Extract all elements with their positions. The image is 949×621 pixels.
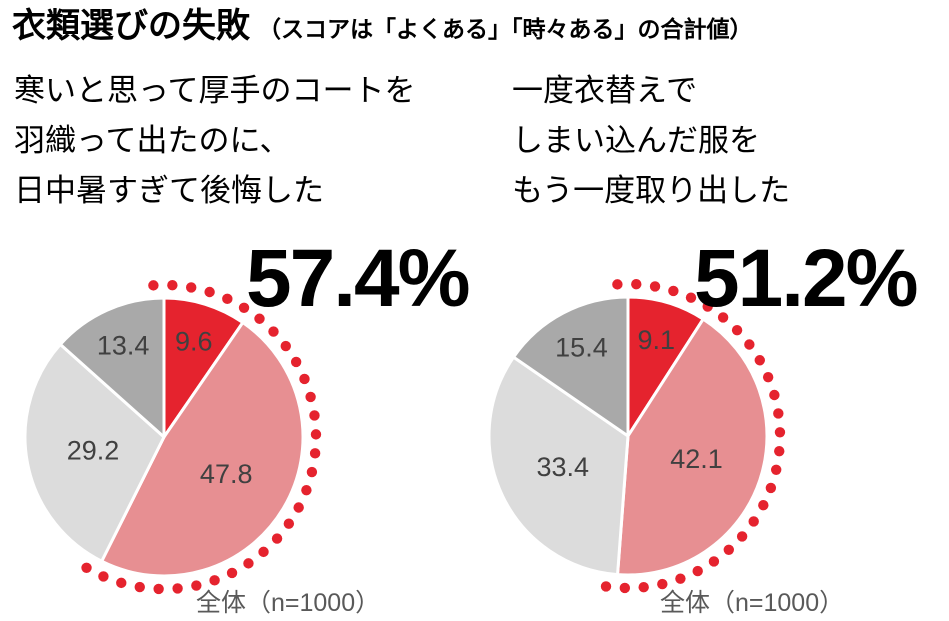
highlight-dot: [309, 448, 321, 459]
highlight-dot: [271, 533, 283, 544]
highlight-dot: [209, 575, 220, 586]
highlight-dot: [290, 356, 302, 368]
highlight-dot: [81, 562, 92, 573]
score-value-left: 57.4%: [246, 233, 471, 324]
pie-slice-value: 9.1: [637, 325, 675, 355]
highlight-dot: [744, 339, 755, 350]
question-left: 寒いと思って厚手のコートを 羽織って出たのに、 日中暑すぎて後悔した: [14, 66, 415, 216]
highlight-dot: [222, 293, 233, 305]
highlight-dot: [685, 292, 697, 303]
highlight-dot: [619, 582, 631, 594]
page-title: 衣類選びの失敗: [12, 7, 250, 45]
highlight-dot: [649, 281, 661, 292]
page-title-note: （スコアは「よくある」「時々ある」の合計値）: [258, 15, 753, 42]
highlight-dot: [754, 355, 765, 366]
highlight-dot: [731, 324, 743, 336]
highlight-dot: [148, 280, 159, 291]
question-left-line-2: 羽織って出たのに、: [14, 123, 291, 158]
highlight-dot: [770, 464, 782, 475]
pie-chart-right: 9.1 42.1 33.4 15.4: [458, 266, 798, 606]
highlight-dot: [600, 581, 612, 592]
highlight-dot: [268, 326, 279, 337]
highlight-dot: [243, 558, 254, 569]
highlight-dot: [301, 484, 312, 496]
highlight-dot: [98, 571, 109, 582]
highlight-dot: [258, 546, 269, 558]
highlight-dot: [717, 312, 729, 323]
pie-slice: [626, 295, 705, 438]
highlight-dot: [116, 577, 127, 589]
highlight-dot: [310, 429, 322, 440]
highlight-dot: [762, 371, 774, 383]
pie-slice: [512, 295, 630, 438]
pie-slice: [23, 342, 166, 563]
highlight-dot: [765, 482, 777, 494]
highlight-dot: [736, 531, 748, 542]
pie-slice-value: 13.4: [97, 331, 150, 361]
question-right-line-1: 一度衣替えで: [512, 73, 698, 108]
highlight-dot: [280, 340, 291, 352]
pie-slice-value: 29.2: [67, 436, 120, 466]
highlight-dot: [191, 580, 202, 591]
question-right-line-3: もう一度取り出した: [512, 173, 791, 208]
highlight-dot: [309, 410, 320, 421]
highlight-dot: [167, 280, 178, 291]
highlight-dot: [631, 279, 642, 290]
highlight-dot: [172, 583, 183, 594]
highlight-dot: [238, 302, 250, 313]
question-left-line-1: 寒いと思って厚手のコートを: [14, 73, 416, 108]
question-right-line-2: しまい込んだ服を: [512, 123, 760, 158]
pie-slice-value: 15.4: [555, 332, 608, 362]
highlight-dot: [283, 518, 295, 529]
pie-slice-value: 9.6: [175, 326, 213, 356]
highlight-dot: [769, 389, 780, 401]
highlight-dot: [708, 556, 720, 567]
highlight-dot: [773, 408, 784, 419]
pie-chart-left: 9.6 47.8 29.2 13.4: [0, 267, 334, 607]
highlight-dot: [758, 500, 769, 511]
highlight-dot: [657, 578, 668, 590]
highlight-dot: [293, 502, 304, 513]
pie-slice: [100, 321, 305, 578]
highlight-dot: [204, 286, 215, 298]
highlight-dot: [668, 285, 679, 297]
highlight-dot: [306, 466, 318, 478]
highlight-dot: [612, 279, 623, 290]
highlight-dot: [305, 391, 316, 403]
highlight-dot: [226, 567, 238, 579]
highlight-dot: [774, 445, 785, 457]
question-right: 一度衣替えで しまい込んだ服を もう一度取り出した: [512, 66, 790, 216]
highlight-dot: [702, 301, 713, 312]
highlight-dot: [186, 282, 197, 293]
pie-slice: [162, 296, 245, 439]
highlight-dot: [254, 313, 265, 324]
highlight-dot: [153, 583, 164, 595]
highlight-dot: [748, 516, 759, 527]
pie-slice-value: 47.8: [200, 459, 253, 489]
pie-slice: [616, 317, 769, 577]
sample-size-label-right: 全体（n=1000）: [660, 589, 845, 617]
highlight-dot: [134, 581, 145, 593]
highlight-dot: [675, 573, 686, 584]
pie-slice-value: 33.4: [537, 452, 590, 482]
score-value-right: 51.2%: [694, 233, 919, 324]
page-title-row: 衣類選びの失敗 （スコアは「よくある」「時々ある」の合計値）: [12, 7, 753, 45]
highlight-dot: [299, 373, 310, 385]
highlight-dot: [692, 565, 703, 577]
pie-slice-value: 42.1: [670, 444, 723, 474]
sample-size-label-left: 全体（n=1000）: [196, 589, 381, 617]
highlight-dot: [638, 581, 649, 593]
pie-slice: [487, 355, 630, 577]
highlight-dot: [723, 544, 734, 555]
question-left-line-3: 日中暑すぎて後悔した: [14, 173, 324, 208]
pie-slice: [58, 296, 166, 439]
highlight-dot: [774, 427, 786, 438]
